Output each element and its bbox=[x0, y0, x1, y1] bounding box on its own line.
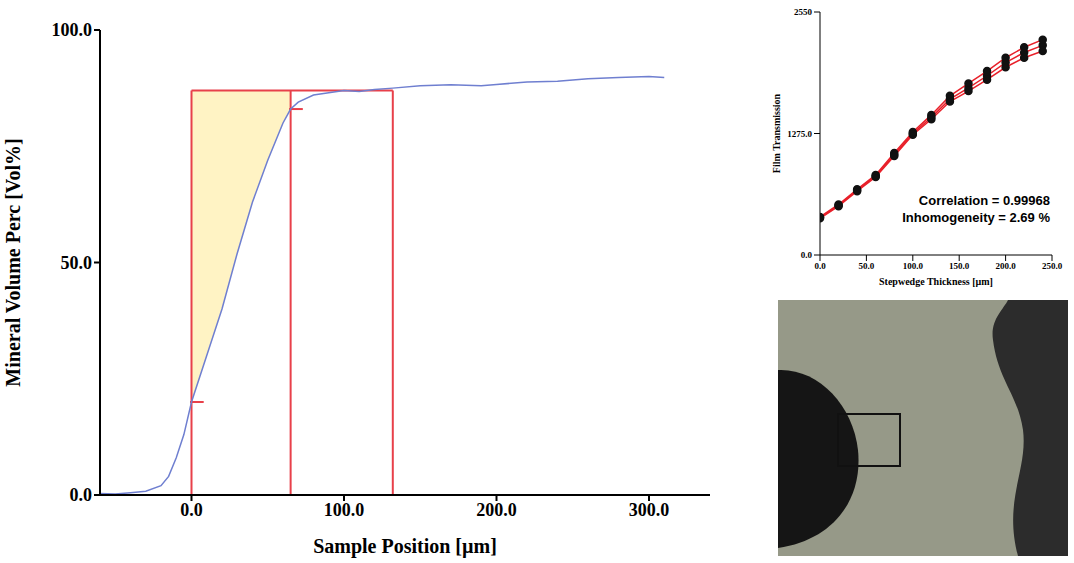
svg-text:200.0: 200.0 bbox=[476, 500, 517, 520]
html-text:Inhomogeneity = 2.69 %: Inhomogeneity = 2.69 % bbox=[902, 210, 1050, 225]
svg-text:Film Transmission: Film Transmission bbox=[771, 93, 782, 173]
svg-text:1275.0: 1275.0 bbox=[787, 129, 812, 139]
svg-text:2550: 2550 bbox=[794, 7, 813, 17]
svg-text:Sample Position [µm]: Sample Position [µm] bbox=[313, 535, 497, 558]
svg-text:Mineral Volume Perc [Vol%]: Mineral Volume Perc [Vol%] bbox=[2, 138, 24, 386]
svg-text:50.0: 50.0 bbox=[61, 253, 93, 273]
svg-text:100.0: 100.0 bbox=[52, 20, 93, 40]
svg-text:0.0: 0.0 bbox=[801, 250, 813, 260]
svg-text:50.0: 50.0 bbox=[859, 261, 875, 271]
html-text:Correlation = 0.99968: Correlation = 0.99968 bbox=[918, 193, 1050, 208]
svg-text:0.0: 0.0 bbox=[70, 485, 93, 505]
svg-text:250.0: 250.0 bbox=[1042, 261, 1063, 271]
svg-text:100.0: 100.0 bbox=[324, 500, 365, 520]
svg-text:300.0: 300.0 bbox=[629, 500, 670, 520]
svg-text:200.0: 200.0 bbox=[995, 261, 1016, 271]
svg-text:0.0: 0.0 bbox=[180, 500, 203, 520]
svg-text:100.0: 100.0 bbox=[903, 261, 924, 271]
svg-text:150.0: 150.0 bbox=[949, 261, 970, 271]
svg-text:Stepwedge Thickness [µm]: Stepwedge Thickness [µm] bbox=[879, 276, 993, 287]
svg-text:0.0: 0.0 bbox=[814, 261, 826, 271]
